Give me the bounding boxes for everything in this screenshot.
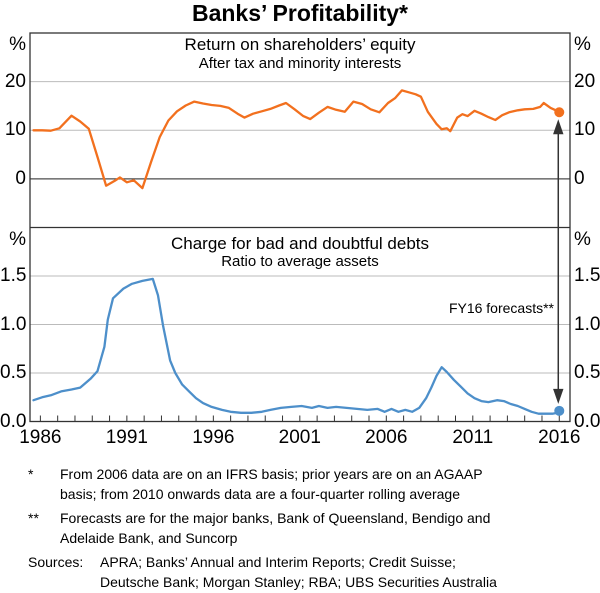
roe-forecast-dot (554, 107, 565, 118)
panel-bottom-title: Charge for bad and doubtful debts (170, 234, 430, 253)
y-tick-label-left: 0 (15, 167, 26, 189)
y-tick-label-right: 20 (574, 70, 596, 92)
footnote-line: basis; from 2010 onwards data are a four… (60, 486, 460, 502)
y-tick-label-right: 1.0 (574, 313, 600, 335)
forecast-annotation: FY16 forecasts** (448, 300, 554, 316)
y-tick-label-right: 1.5 (574, 265, 600, 286)
footnote-row: ** Forecasts are for the major banks, Ba… (28, 508, 575, 548)
x-tick-label: 1986 (19, 427, 62, 448)
footnotes: * From 2006 data are on an IFRS basis; p… (28, 464, 575, 593)
footnote-line: Forecasts are for the major banks, Bank … (60, 510, 491, 526)
chart-canvas (29, 32, 571, 423)
footnote-line: From 2006 data are on an IFRS basis; pri… (60, 466, 483, 482)
footnote-marker: ** (28, 510, 39, 526)
y-tick-label-left: 0.0 (0, 410, 27, 432)
panel-top-subtitle: After tax and minority interests (198, 55, 402, 72)
y-tick-label-left: 1.0 (0, 313, 27, 335)
y-tick-label-left: 10 (4, 119, 26, 141)
footnote-text: From 2006 data are on an IFRS basis; pri… (60, 464, 575, 504)
unit-label-bottom-left: % (9, 229, 26, 250)
unit-label-bottom-right: % (574, 229, 591, 250)
sources-row: Sources: APRA; Banks’ Annual and Interim… (28, 552, 575, 592)
x-tick-label: 1991 (105, 427, 148, 448)
y-tick-label-right: 10 (574, 119, 596, 141)
y-tick-label-right: 0.0 (574, 410, 600, 432)
bad-debts-forecast-dot (554, 405, 565, 416)
footnote-text: Forecasts are for the major banks, Bank … (60, 508, 575, 548)
unit-label-top-right: % (574, 34, 591, 55)
arrow-head-up (553, 119, 564, 135)
y-tick-label-right: 0 (574, 167, 585, 189)
x-tick-label: 1996 (192, 427, 235, 448)
y-tick-label-left: 20 (4, 70, 26, 92)
panel-bottom-subtitle: Ratio to average assets (221, 253, 379, 270)
footnote-row: * From 2006 data are on an IFRS basis; p… (28, 464, 575, 504)
y-tick-label-left: 0.5 (0, 362, 27, 383)
panel-top-title: Return on shareholders’ equity (184, 35, 416, 54)
sources-text: APRA; Banks’ Annual and Interim Reports;… (100, 552, 575, 592)
arrow-head-down (553, 388, 564, 404)
unit-label-top-left: % (9, 34, 26, 55)
x-tick-label: 2011 (452, 427, 494, 448)
sources-label: Sources: (28, 554, 84, 570)
x-tick-label: 2006 (365, 427, 408, 448)
sources-line: APRA; Banks’ Annual and Interim Reports;… (100, 554, 456, 570)
y-tick-label-left: 1.5 (0, 265, 27, 286)
y-tick-label-right: 0.5 (574, 362, 600, 383)
x-tick-label: 2016 (538, 427, 581, 448)
chart-title: Banks’ Profitability* (191, 0, 408, 26)
footnote-line: Adelaide Bank, and Suncorp (60, 530, 238, 546)
footnote-marker: * (28, 466, 34, 482)
roe-line (32, 89, 557, 190)
bad_debts-line (32, 277, 559, 415)
x-tick-label: 2001 (278, 427, 321, 448)
sources-line: Deutsche Bank; Morgan Stanley; RBA; UBS … (100, 574, 497, 590)
